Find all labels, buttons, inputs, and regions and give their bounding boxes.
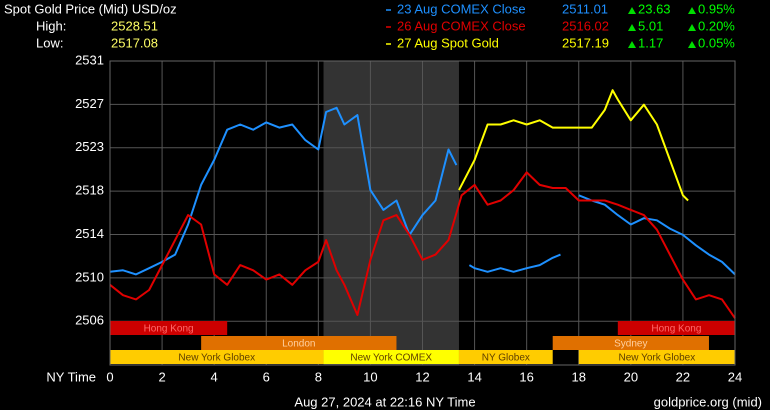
x-tick-label: 10: [363, 369, 377, 384]
session-label: London: [282, 339, 315, 350]
legend-close: 2511.01: [562, 1, 608, 16]
x-tick-label: 14: [467, 369, 481, 384]
up-arrow: [628, 41, 636, 48]
x-tick-label: 18: [572, 369, 586, 384]
legend-change: 1.17: [638, 35, 663, 50]
session-bar: [201, 336, 397, 350]
up-arrow: [688, 41, 696, 48]
high-value: 2528.51: [111, 18, 158, 33]
x-axis-label: NY Time: [46, 369, 96, 384]
session-label: New York Globex: [619, 353, 696, 364]
legend-name: 27 Aug Spot Gold: [397, 35, 499, 50]
session-label: NY Globex: [482, 353, 530, 364]
x-tick-label: 12: [415, 369, 429, 384]
x-tick-label: 4: [211, 369, 218, 384]
session-label: Hong Kong: [144, 324, 194, 335]
x-tick-label: 2: [158, 369, 165, 384]
y-tick-label: 2506: [75, 313, 104, 328]
y-tick-label: 2514: [75, 226, 104, 241]
y-tick-label: 2531: [75, 52, 104, 67]
legend-close: 2517.19: [562, 35, 609, 50]
session-bar: [458, 350, 553, 364]
low-value: 2517.08: [111, 35, 158, 50]
legend-change-pct: 0.20%: [698, 18, 735, 33]
up-arrow: [628, 24, 636, 31]
x-tick-label: 8: [315, 369, 322, 384]
up-arrow: [688, 7, 696, 14]
legend-change-pct: 0.95%: [698, 1, 735, 16]
legend-change-pct: 0.05%: [698, 35, 735, 50]
x-tick-label: 22: [676, 369, 690, 384]
session-label: New York COMEX: [350, 353, 432, 364]
session-bar: [110, 350, 324, 364]
session-bar: [552, 336, 709, 350]
up-arrow: [628, 7, 636, 14]
session-label: Sydney: [614, 339, 647, 350]
low-label: Low:: [36, 35, 63, 50]
up-arrow: [688, 24, 696, 31]
price-line: [109, 171, 736, 319]
legend-name: 23 Aug COMEX Close: [397, 1, 526, 16]
session-bar: [110, 321, 228, 335]
x-tick-label: 16: [519, 369, 533, 384]
legend-change: 23.63: [638, 1, 671, 16]
session-label: New York Globex: [178, 353, 255, 364]
legend-close: 2516.02: [562, 18, 609, 33]
y-tick-label: 2510: [75, 269, 104, 284]
high-label: High:: [36, 18, 66, 33]
comex-highlight: [323, 61, 459, 365]
plot-border: [109, 60, 736, 366]
legend-change: 5.01: [638, 18, 663, 33]
x-tick-label: 20: [624, 369, 638, 384]
session-bar: [578, 350, 735, 364]
legend-name: 26 Aug COMEX Close: [397, 18, 526, 33]
price-line: [458, 89, 689, 202]
session-label: Hong Kong: [651, 324, 701, 335]
x-tick-label: 6: [263, 369, 270, 384]
session-bar: [323, 350, 459, 364]
x-tick-label: 24: [728, 369, 742, 384]
source: goldprice.org (mid): [654, 394, 762, 409]
session-bar: [617, 321, 735, 335]
footer: Aug 27, 2024 at 22:16 NY Time: [294, 394, 475, 409]
chart-title: Spot Gold Price (Mid) USD/oz: [4, 1, 177, 16]
y-tick-label: 2518: [75, 183, 104, 198]
x-tick-label: 0: [106, 369, 113, 384]
price-line: [109, 106, 736, 276]
y-tick-label: 2527: [75, 96, 104, 111]
y-tick-label: 2523: [75, 139, 104, 154]
